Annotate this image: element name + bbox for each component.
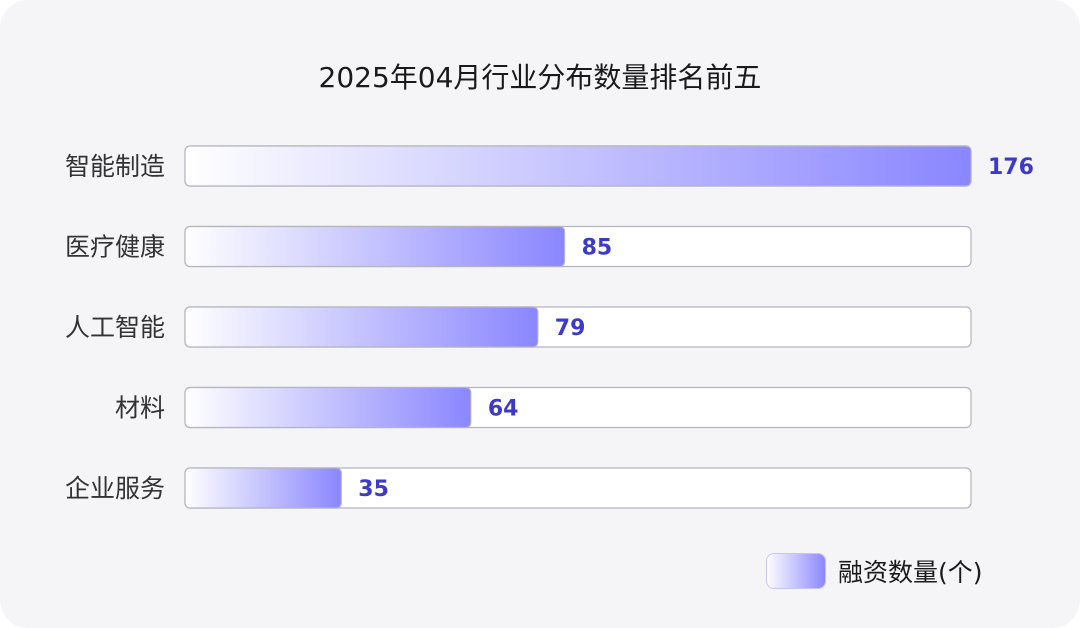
bar [184, 225, 566, 268]
category-label: 材料 [115, 394, 165, 423]
category-label: 企业服务 [65, 474, 165, 503]
value-label: 79 [555, 316, 586, 341]
legend-label: 融资数量(个) [838, 558, 983, 587]
value-label: 64 [488, 397, 519, 422]
value-label: 176 [988, 155, 1034, 180]
legend-swatch [766, 553, 826, 589]
category-label: 医疗健康 [65, 233, 165, 262]
value-label: 35 [358, 477, 389, 502]
bar [184, 386, 472, 429]
chart-title: 2025年04月行业分布数量排名前五 [318, 61, 762, 94]
bar [184, 306, 539, 348]
bar [184, 467, 342, 509]
category-label: 人工智能 [65, 313, 165, 342]
value-label: 85 [582, 236, 613, 261]
bar [184, 145, 972, 187]
legend: 融资数量(个) [766, 553, 983, 589]
category-label: 智能制造 [65, 152, 165, 181]
